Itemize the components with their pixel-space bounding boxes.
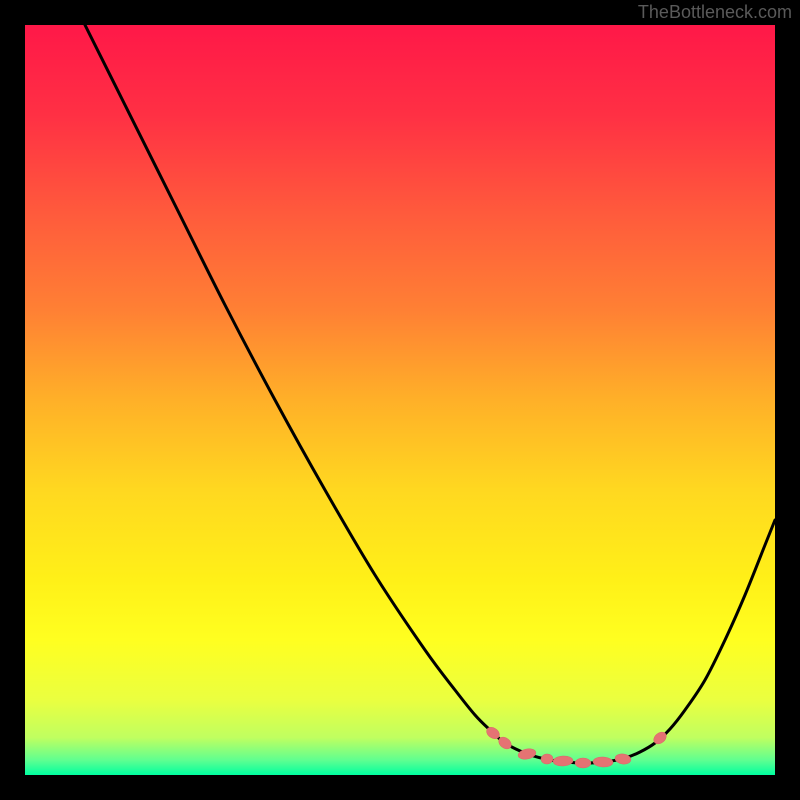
watermark-text: TheBottleneck.com [638,2,792,23]
curve-marker [614,753,631,765]
curve-layer [25,25,775,775]
curve-marker [553,755,573,766]
curve-marker [575,758,591,768]
curve-marker [517,747,537,761]
curve-marker [593,756,613,767]
plot-area [25,25,775,775]
curve-marker [541,753,554,764]
bottleneck-curve [85,25,775,763]
